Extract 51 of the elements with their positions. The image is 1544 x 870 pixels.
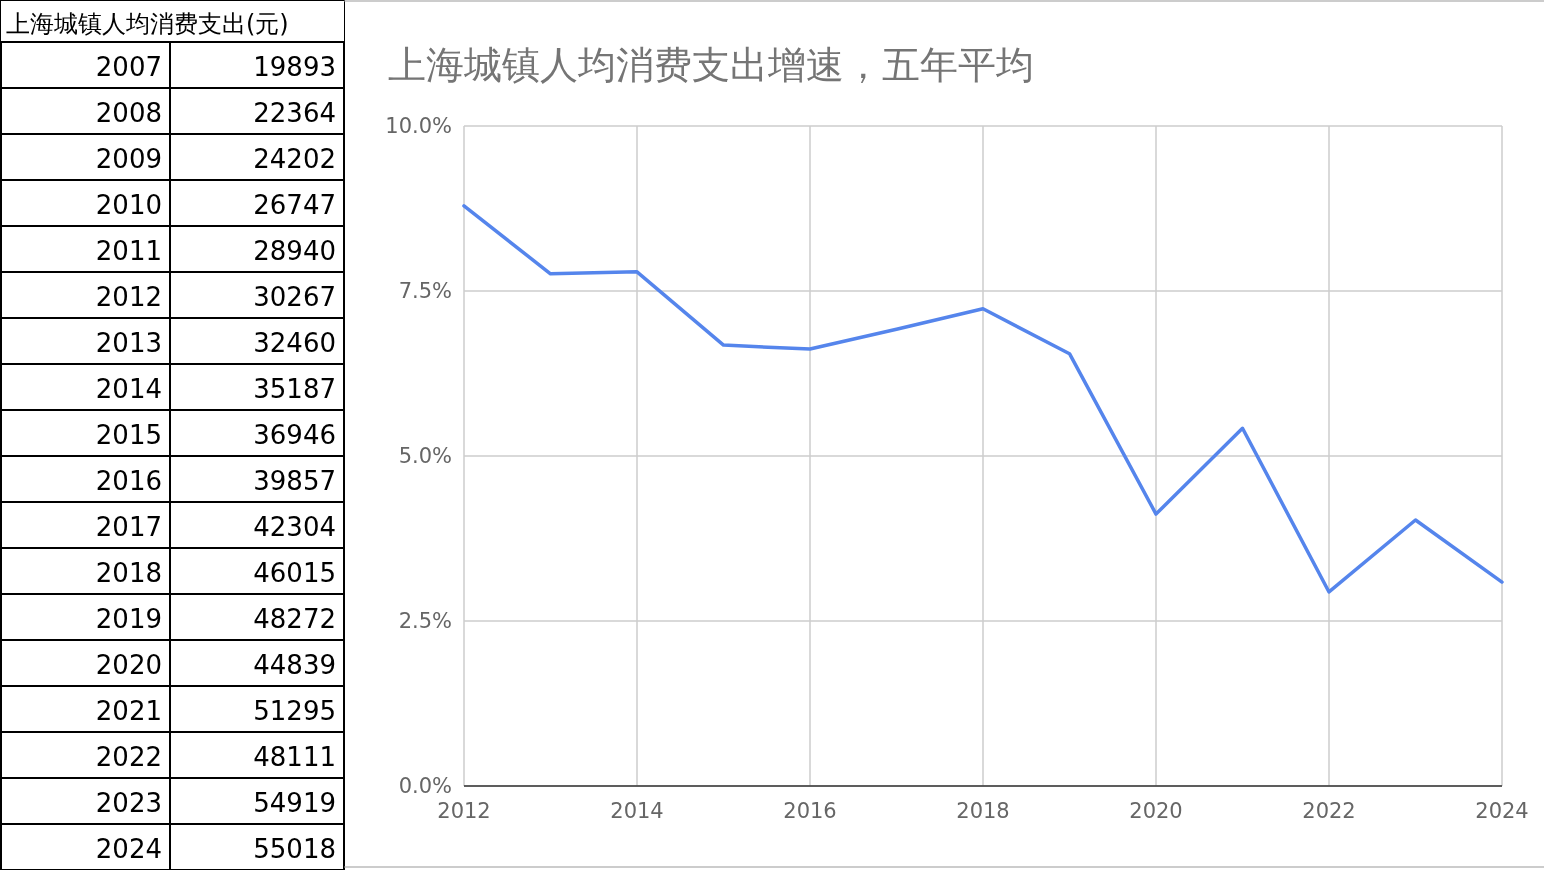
y-tick-label: 2022 [95,742,162,772]
y-tick-label: 2019 [95,604,162,634]
y-tick-label: 2.5% [398,609,452,633]
y-tick-label: 2024 [95,834,162,864]
x-tick-label: 2022 [1302,799,1356,823]
x-tick-label: 2018 [956,799,1010,823]
data-label: 24202 [253,144,336,174]
data-label: 19893 [253,52,336,82]
y-tick-label: 2018 [95,558,162,588]
y-tick-label: 2013 [95,328,162,358]
data-label: 39857 [253,466,336,496]
data-label: 54919 [253,788,336,818]
data-label: 32460 [253,328,336,358]
data-label: 48272 [253,604,336,634]
y-tick-label: 10.0% [385,114,452,138]
line-series [462,204,1504,594]
data-label: 51295 [253,696,336,726]
data-label: 22364 [253,98,336,128]
data-label: 26747 [253,190,336,220]
chart-title: 上海城镇人均消费支出增速，五年平均 [388,43,1034,87]
y-tick-label: 2023 [95,788,162,818]
data-label: 42304 [253,512,336,542]
y-tick-label: 2012 [95,282,162,312]
data-label: 48111 [253,742,336,772]
y-tick-label: 2016 [95,466,162,496]
y-tick-label: 2017 [95,512,162,542]
x-tick-label: 2014 [610,799,664,823]
y-tick-label: 2009 [95,144,162,174]
data-label: 36946 [253,420,336,450]
y-tick-label: 5.0% [398,444,452,468]
y-tick-label: 7.5% [398,279,452,303]
x-tick-label: 2016 [783,799,837,823]
y-tick-label: 0.0% [398,774,452,798]
y-tick-label: 2020 [95,650,162,680]
chart-title: 上海城镇人均消费支出(元) [6,10,289,38]
y-tick-label: 2011 [95,236,162,266]
x-tick-label: 2020 [1129,799,1183,823]
y-tick-label: 2007 [95,52,162,82]
y-tick-label: 2010 [95,190,162,220]
data-label: 44839 [253,650,336,680]
x-tick-label: 2024 [1475,799,1529,823]
data-label: 46015 [253,558,336,588]
data-label: 35187 [253,374,336,404]
y-tick-label: 2014 [95,374,162,404]
y-tick-label: 2015 [95,420,162,450]
data-label: 55018 [253,834,336,864]
data-label: 28940 [253,236,336,266]
data-label: 30267 [253,282,336,312]
x-tick-label: 2012 [437,799,491,823]
y-tick-label: 2008 [95,98,162,128]
y-tick-label: 2021 [95,696,162,726]
